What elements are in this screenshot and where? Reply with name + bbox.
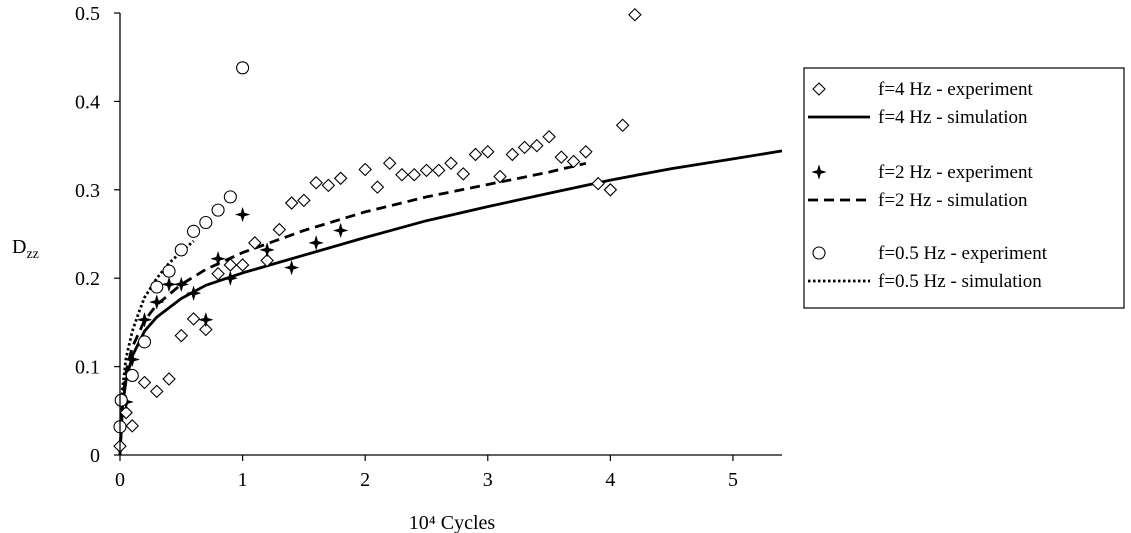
data-point-diamond — [137, 375, 152, 390]
data-point-circle — [137, 335, 152, 349]
data-point-star4 — [210, 250, 226, 267]
y-axis-label: Dzz — [12, 236, 39, 262]
x-tick-label: 4 — [605, 469, 615, 491]
x-tick-label: 3 — [483, 469, 493, 491]
legend: f=4 Hz - experiment f=4 Hz - simulation f=… — [803, 67, 1125, 309]
data-point-diamond — [517, 140, 532, 155]
legend-label: f=2 Hz - simulation — [878, 190, 1028, 211]
data-point-diamond — [419, 163, 434, 178]
data-point-diamond — [370, 180, 385, 194]
series-line-5 — [118, 240, 195, 456]
data-point-diamond — [444, 156, 458, 171]
y-tick-label: 0.1 — [75, 357, 100, 379]
data-point-star4 — [222, 270, 239, 287]
y-tick-label: 0.3 — [75, 180, 100, 202]
data-point-circle — [223, 190, 237, 204]
data-point-star4 — [161, 276, 177, 293]
data-point-diamond — [358, 162, 372, 177]
data-point-diamond — [480, 145, 495, 159]
data-point-diamond — [162, 372, 176, 386]
x-axis-label: 10⁴ Cycles — [409, 512, 496, 533]
axes: 0 0.1 0.2 0.3 0.4 0.5 0 1 2 3 4 5 — [75, 3, 782, 491]
legend-label: f=0.5 Hz - simulation — [878, 271, 1042, 292]
data-point-circle — [199, 215, 213, 230]
y-axis-label-main: D — [12, 236, 26, 258]
data-point-diamond — [505, 147, 520, 162]
series-line-3 — [118, 161, 587, 456]
data-point-diamond — [603, 183, 618, 197]
y-tick-label: 0.4 — [75, 91, 100, 113]
data-point-diamond — [493, 169, 507, 184]
data-point-diamond — [186, 312, 201, 326]
data-point-star4 — [332, 222, 349, 239]
data-point-circle — [125, 368, 139, 382]
data-point-diamond — [333, 171, 348, 186]
data-point-diamond — [468, 147, 483, 162]
data-point-diamond — [309, 175, 323, 190]
y-tick-label: 0.5 — [75, 3, 100, 25]
data-point-diamond — [199, 322, 213, 337]
data-point-diamond — [321, 178, 336, 193]
data-point-circle — [162, 264, 176, 278]
data-point-star4 — [283, 259, 300, 276]
x-tick-label: 0 — [115, 469, 125, 491]
series-line-1 — [118, 149, 783, 456]
legend-marker-diamond — [812, 82, 826, 96]
data-point-diamond — [284, 196, 299, 210]
legend-label: f=4 Hz - simulation — [878, 107, 1028, 128]
legend-label: f=4 Hz - experiment — [878, 79, 1033, 100]
data-point-star4 — [136, 311, 153, 328]
data-point-diamond — [248, 236, 262, 250]
data-point-star4 — [197, 311, 214, 328]
x-tick-label: 1 — [238, 469, 248, 491]
plot-area — [113, 7, 783, 456]
legend-label: f=2 Hz - experiment — [878, 162, 1033, 183]
data-point-diamond — [149, 384, 164, 399]
data-point-diamond — [407, 167, 422, 182]
data-point-star4 — [259, 242, 275, 258]
data-point-star4 — [173, 276, 190, 293]
data-point-circle — [236, 61, 250, 75]
data-point-diamond — [530, 138, 544, 153]
y-tick-label: 0 — [90, 445, 100, 467]
data-point-diamond — [456, 167, 471, 181]
data-point-diamond — [174, 328, 189, 343]
data-point-diamond — [272, 222, 287, 237]
data-point-diamond — [395, 167, 409, 182]
data-point-star4 — [185, 285, 202, 302]
data-point-diamond — [554, 150, 569, 164]
data-point-diamond — [125, 419, 140, 433]
data-point-diamond — [579, 145, 593, 159]
data-point-star4 — [308, 234, 325, 251]
legend-label: f=0.5 Hz - experiment — [878, 243, 1048, 264]
legend-box — [803, 67, 1125, 309]
data-point-diamond — [382, 156, 397, 171]
legend-marker-star4 — [811, 164, 827, 180]
data-point-diamond — [235, 258, 250, 272]
data-point-diamond — [542, 129, 556, 144]
x-tick-label: 2 — [360, 469, 370, 491]
data-point-star4 — [124, 351, 141, 368]
x-tick-label: 5 — [728, 469, 738, 491]
data-point-diamond — [566, 154, 581, 169]
legend-marker-circle — [812, 246, 826, 260]
y-axis-label-sub: zz — [26, 247, 38, 262]
data-point-diamond — [260, 253, 274, 268]
data-point-circle — [211, 203, 225, 217]
y-tick-label: 0.2 — [75, 268, 100, 290]
data-point-circle — [150, 280, 164, 294]
data-point-diamond — [628, 7, 642, 22]
data-point-circle — [187, 224, 201, 238]
data-point-diamond — [211, 267, 225, 281]
data-point-star4 — [148, 294, 165, 310]
data-point-star4 — [234, 206, 251, 223]
data-point-diamond — [615, 118, 630, 133]
data-point-diamond — [591, 176, 605, 191]
data-point-diamond — [431, 163, 446, 178]
data-point-diamond — [119, 405, 133, 420]
data-point-circle — [174, 243, 188, 257]
data-point-diamond — [297, 193, 311, 208]
data-point-circle — [114, 393, 128, 407]
